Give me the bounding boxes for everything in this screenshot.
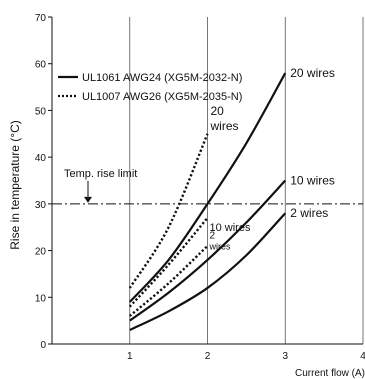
series-label-5: 2 [210,231,216,242]
series-label-4: 10 wires [210,222,251,234]
y-tick-label-20: 20 [35,247,47,258]
limit-arrow-head [84,196,92,203]
series-label-5-line2: wires [209,242,232,252]
y-tick-label-50: 50 [35,106,47,117]
y-tick-label-60: 60 [35,60,47,71]
series-line-3 [128,133,209,289]
series-label-3: 20 [211,104,225,118]
y-tick-label-40: 40 [35,153,47,164]
series-label-2: 2 wires [290,206,328,220]
series-line-5 [128,245,209,317]
legend-label-1: UL1007 AWG26 (XG5M-2035-N) [82,91,242,103]
temp-rise-limit: Temp. rise limit [52,168,363,205]
x-tick-label-1: 1 [127,351,133,362]
x-tick-label-4: 4 [360,351,365,362]
x-tick-label-2: 2 [205,351,211,362]
series-line-2 [129,212,287,331]
series-label-0: 20 wires [290,66,335,80]
series-line-1 [129,179,287,322]
y-tick-label-30: 30 [35,200,47,211]
x-axis-title: Current flow (A) [295,368,365,379]
series-label-3-line2: wires [210,119,239,133]
legend-label-0: UL1061 AWG24 (XG5M-2032-N) [82,72,242,84]
legend: UL1061 AWG24 (XG5M-2032-N) UL1007 AWG26 (… [58,72,242,103]
x-tick-label-3: 3 [282,351,288,362]
y-axis-title: Rise in temperature (°C) [8,120,22,250]
series-line-0 [128,72,287,303]
series-line-4 [128,217,209,308]
tick-labels: 0 10 20 30 40 50 60 70 1 2 3 4 [35,13,365,362]
y-tick-label-70: 70 [35,13,47,24]
limit-label: Temp. rise limit [64,168,137,180]
y-tick-label-0: 0 [40,340,46,351]
axes [48,16,363,345]
series-label-1: 10 wires [290,174,335,188]
series-lines [128,72,287,331]
y-tick-label-10: 10 [35,293,47,304]
